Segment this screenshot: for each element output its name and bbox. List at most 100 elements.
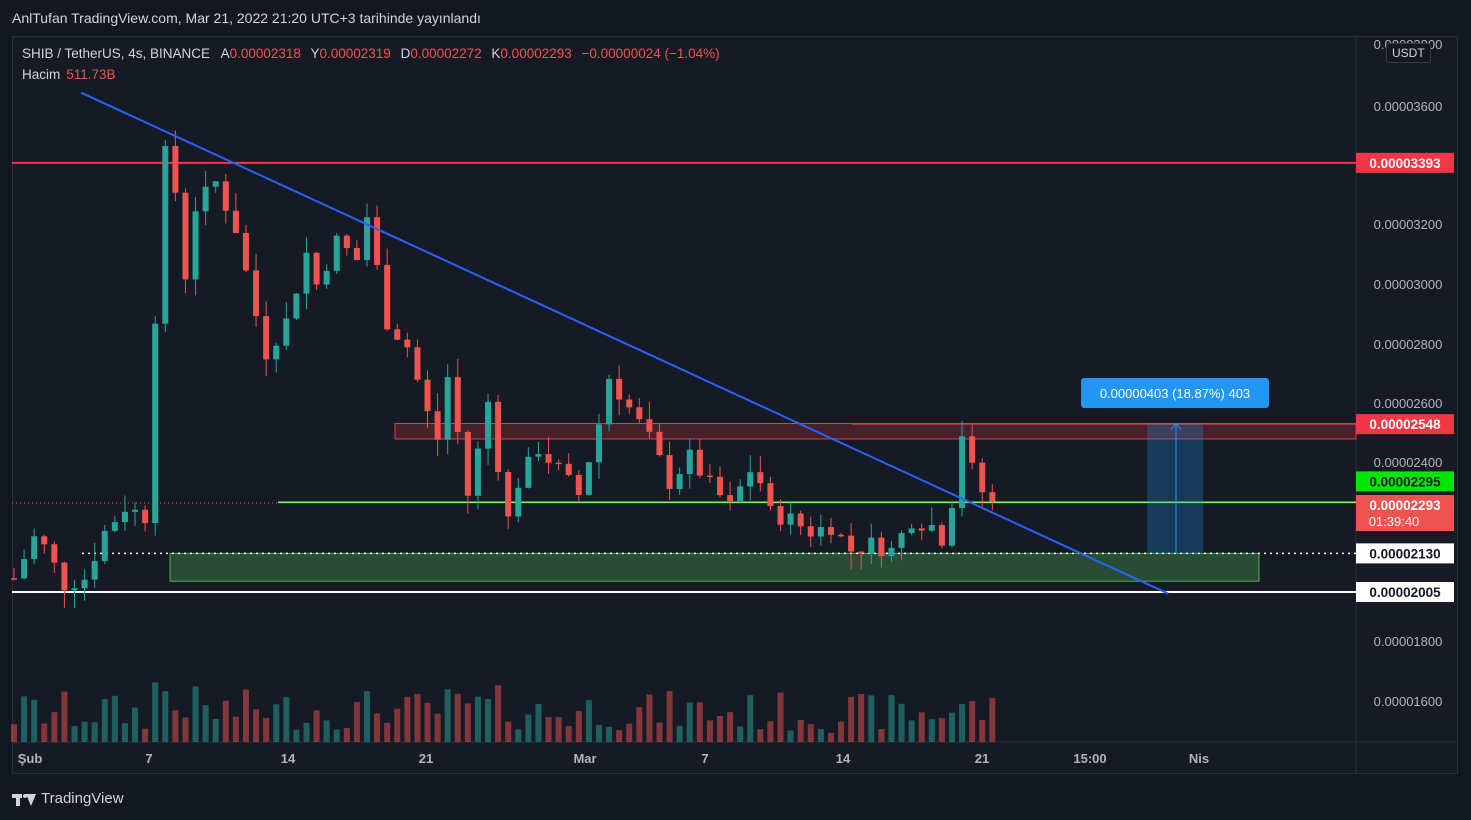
volume-bar [364, 691, 371, 742]
volume-bar [515, 729, 522, 742]
y-tick-label: 0.00002800 [1374, 337, 1443, 352]
volume-bar [676, 725, 683, 742]
candle-body [858, 551, 865, 554]
candle-body [152, 323, 159, 524]
volume-bar [61, 691, 68, 742]
volume-value: 511.73B [66, 67, 116, 82]
volume-bar [394, 708, 401, 742]
candle-body [81, 579, 88, 589]
candle-body [172, 146, 179, 193]
legend-low-label: D [400, 46, 411, 61]
candle-body [928, 525, 935, 531]
legend-high-value: 0.00002319 [319, 46, 391, 61]
volume-bar [575, 711, 582, 742]
y-tick-label: 0.00003600 [1374, 99, 1443, 114]
volume-label[interactable]: Hacim [22, 67, 61, 82]
candle-body [545, 454, 552, 463]
volume-bar [404, 696, 411, 742]
volume-bar [948, 712, 955, 742]
volume-bar [474, 696, 481, 742]
candle-body [404, 339, 411, 348]
candle-body [979, 462, 986, 493]
price-label: 0.00002548 [1369, 417, 1441, 432]
volume-bar [666, 691, 673, 742]
volume-bar [858, 693, 865, 742]
volume-bar [757, 729, 764, 742]
candle-body [888, 547, 895, 557]
candle-body [121, 511, 128, 523]
candle-body [192, 211, 199, 280]
volume-bar [132, 707, 139, 742]
candle-body [878, 537, 885, 557]
volume-bar [464, 703, 471, 742]
candle-body [41, 536, 48, 545]
volume-bar [353, 702, 360, 742]
candle-body [757, 472, 764, 484]
candle-body [313, 252, 320, 285]
candle-body [616, 378, 623, 400]
x-tick-label: 14 [836, 751, 851, 766]
volume-bar [959, 704, 966, 742]
volume-bar [111, 695, 118, 742]
price-label-bg [1356, 471, 1454, 492]
price-label: 0.00003393 [1369, 156, 1441, 171]
volume-bar [727, 712, 734, 742]
candle-body [132, 509, 139, 512]
candle-body [111, 522, 118, 531]
candle-body [253, 270, 260, 317]
candle-body [212, 181, 219, 187]
y-tick-label: 0.00003200 [1374, 217, 1443, 232]
volume-bar [454, 693, 461, 742]
tradingview-logo-icon [12, 792, 36, 806]
price-label-bg [1356, 543, 1454, 564]
candle-body [989, 492, 996, 502]
resistance-zone [394, 423, 1357, 440]
candle-body [737, 486, 744, 501]
candle-body [646, 419, 653, 432]
volume-bar [101, 699, 108, 742]
candle-body [606, 378, 613, 425]
volume-bar [91, 722, 98, 742]
volume-bar [182, 717, 189, 742]
price-label-bg [1356, 152, 1454, 173]
candle-body [727, 495, 734, 501]
volume-bar [636, 707, 643, 742]
volume-bar [888, 694, 895, 742]
volume-bar [535, 704, 542, 742]
volume-bar [303, 722, 310, 742]
candle-body [394, 329, 401, 340]
price-label: 0.00002005 [1369, 585, 1441, 600]
volume-bar [606, 726, 613, 742]
candle-body [51, 544, 58, 563]
legend-volume: Hacim 511.73B [22, 67, 116, 82]
volume-bar [777, 692, 784, 742]
currency-badge[interactable]: USDT [1386, 43, 1431, 63]
volume-bar [293, 729, 300, 742]
candle-body [162, 146, 169, 324]
volume-bar [827, 732, 834, 742]
candle-body [424, 379, 431, 412]
candle-body [525, 456, 532, 488]
legend-symbol[interactable]: SHIB / TetherUS, 4s, BINANCE [22, 46, 211, 61]
volume-bar [152, 682, 159, 742]
candle-body [807, 526, 814, 537]
volume-bar [323, 720, 330, 742]
candle-body [242, 233, 249, 271]
volume-bar [202, 705, 209, 742]
candle-body [384, 264, 391, 330]
candle-body [303, 252, 310, 294]
candle-body [464, 431, 471, 496]
measure-label: 0.00000403 (18.87%) 403 [1100, 386, 1250, 401]
candle-body [283, 318, 290, 346]
volume-bar [485, 699, 492, 742]
volume-bar [928, 719, 935, 742]
candle-body [868, 537, 875, 554]
candle-body [202, 186, 209, 212]
candle-body [585, 462, 592, 495]
brand-name: TradingView [41, 790, 124, 807]
volume-bar [424, 702, 431, 742]
measure-arrow-head [1170, 422, 1182, 430]
candle-body [898, 533, 905, 548]
header-bar: AnlTufan TradingView.com, Mar 21, 2022 2… [0, 0, 1471, 36]
